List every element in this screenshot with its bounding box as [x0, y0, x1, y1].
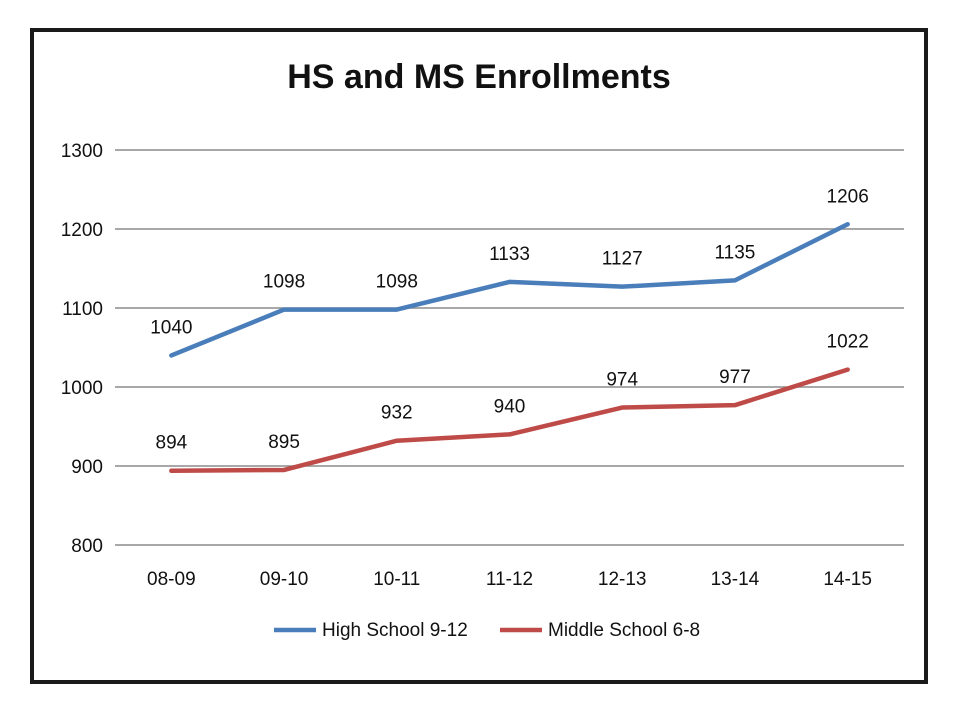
x-tick-label: 11-12	[486, 569, 533, 590]
legend: High School 9-12 Middle School 6-8	[274, 620, 700, 641]
data-label: 977	[719, 367, 751, 388]
data-point	[282, 307, 287, 312]
data-label: 940	[494, 396, 526, 417]
data-label: 974	[606, 370, 638, 391]
data-point	[620, 284, 625, 289]
legend-item-label: High School 9-12	[322, 620, 468, 641]
x-tick-label: 10-11	[373, 569, 420, 590]
series-lines	[169, 222, 850, 473]
data-point	[732, 278, 737, 283]
x-tick-label: 12-13	[598, 569, 647, 590]
gridlines	[115, 149, 904, 546]
data-point	[169, 353, 174, 358]
data-label: 932	[381, 403, 413, 424]
data-point	[732, 403, 737, 408]
data-point	[507, 432, 512, 437]
x-tick-label: 09-10	[260, 569, 309, 590]
data-label: 1135	[714, 242, 755, 263]
data-label: 1133	[489, 244, 530, 265]
y-tick-label: 900	[71, 457, 103, 478]
data-label: 1022	[827, 332, 869, 353]
data-point	[507, 279, 512, 284]
data-point	[845, 222, 850, 227]
data-label: 1127	[602, 249, 643, 270]
data-point	[394, 307, 399, 312]
data-labels: 1040 1098 1098 1133 1127 1135 1206 894 895 932 940…	[150, 186, 869, 453]
data-label: 1206	[827, 186, 869, 207]
data-point	[620, 405, 625, 410]
y-tick-label: 1300	[61, 141, 103, 162]
data-point	[394, 438, 399, 443]
data-label: 894	[156, 433, 188, 454]
data-label: 1098	[263, 272, 305, 293]
y-axis-tick-labels: 1300 1200 1100 1000 900 800	[61, 141, 103, 557]
x-tick-label: 13-14	[711, 569, 760, 590]
line-chart: HS and MS Enrollments 1300 1200 1100 1000 90…	[61, 58, 904, 641]
y-tick-label: 1200	[61, 220, 103, 241]
y-tick-label: 800	[71, 536, 103, 557]
data-point	[282, 467, 287, 472]
data-point	[169, 468, 174, 473]
data-point	[845, 367, 850, 372]
y-tick-label: 1100	[62, 299, 103, 320]
x-axis-tick-labels: 08-09 09-10 10-11 11-12 12-13 13-14 14-15	[147, 569, 872, 590]
x-tick-label: 14-15	[823, 569, 872, 590]
data-label: 895	[268, 432, 300, 453]
legend-item-label: Middle School 6-8	[548, 620, 700, 641]
y-tick-label: 1000	[61, 378, 103, 399]
x-tick-label: 08-09	[147, 569, 196, 590]
chart-frame: HS and MS Enrollments 1300 1200 1100 1000 90…	[30, 28, 928, 684]
chart-title: HS and MS Enrollments	[287, 58, 671, 96]
data-label: 1040	[150, 317, 192, 338]
data-label: 1098	[376, 272, 418, 293]
